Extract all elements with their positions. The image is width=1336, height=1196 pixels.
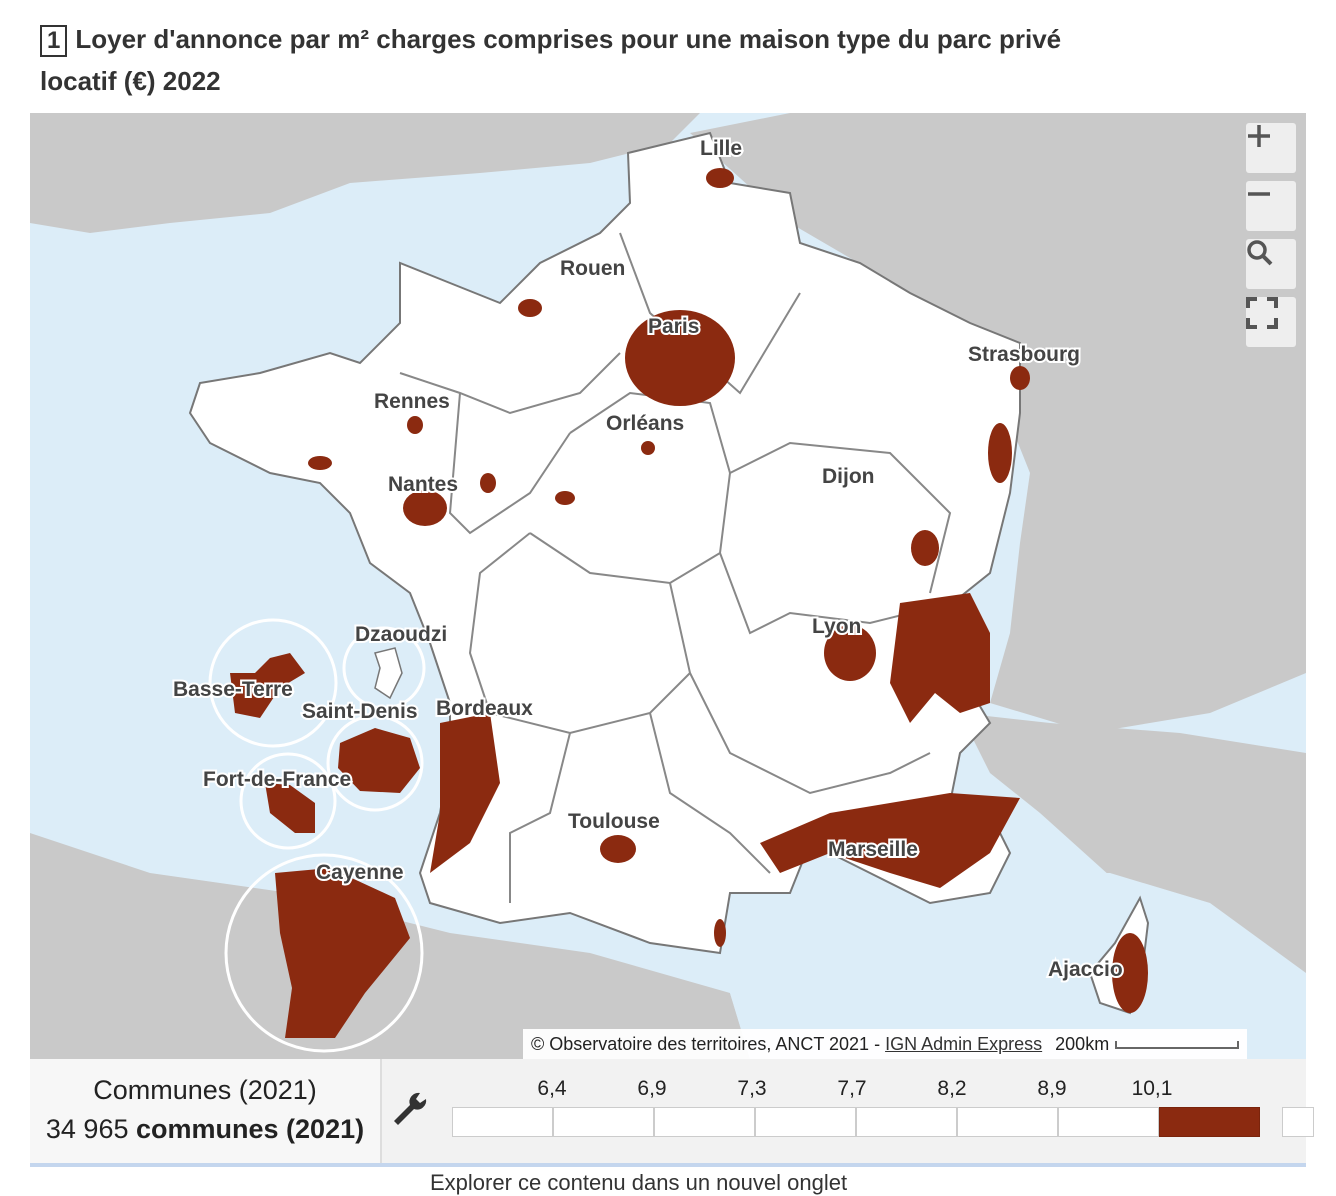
- title-text: Loyer d'annonce par m² charges comprises…: [40, 24, 1062, 96]
- divider: [30, 1163, 1306, 1167]
- france-mainland: [188, 131, 1021, 955]
- legend-tick: 7,7: [837, 1077, 867, 1100]
- uk-land: [30, 113, 700, 233]
- wrench-icon[interactable]: [390, 1089, 430, 1129]
- ign-admin-express-link[interactable]: IGN Admin Express: [885, 1034, 1043, 1054]
- legend-tick: 10,1: [1131, 1077, 1173, 1100]
- city-label-lille: Lille: [700, 137, 742, 160]
- city-label-marseille: Marseille: [828, 838, 918, 861]
- city-label-toulouse: Toulouse: [568, 810, 660, 833]
- legend-tick: 8,9: [1037, 1077, 1067, 1100]
- legend-tick: 7,3: [737, 1077, 767, 1100]
- guadeloupe: [230, 653, 305, 718]
- city-label-cayenne: Cayenne: [316, 861, 404, 884]
- legend-bins: [452, 1107, 1260, 1137]
- fullscreen-button[interactable]: [1246, 297, 1296, 347]
- mediterranean-sea: [730, 873, 1306, 1059]
- minus-icon: [1248, 192, 1270, 196]
- legend-tick: 8,2: [937, 1077, 967, 1100]
- commune-count: 34 965 communes (2021): [30, 1114, 380, 1145]
- city-label-nantes: Nantes: [388, 473, 458, 496]
- city-labels: Lille Rouen Paris Strasbourg Rennes Orlé…: [171, 135, 1125, 983]
- city-label-paris: Paris: [648, 315, 699, 338]
- legend-summary: Communes (2021) 34 965 communes (2021): [30, 1059, 382, 1165]
- legend-bin[interactable]: [654, 1107, 755, 1137]
- legend-bin[interactable]: [755, 1107, 856, 1137]
- legend-bin[interactable]: [1058, 1107, 1159, 1137]
- zoom-out-button[interactable]: [1246, 181, 1296, 231]
- city-label-basse-terre: Basse-Terre: [173, 678, 293, 701]
- zoom-in-button[interactable]: [1246, 123, 1296, 173]
- city-label-saint-denis: Saint-Denis: [302, 700, 418, 723]
- legend-bin-highlighted[interactable]: [1159, 1107, 1260, 1137]
- legend-panel: Communes (2021) 34 965 communes (2021) 6…: [30, 1059, 1314, 1165]
- overseas-insets: [208, 618, 426, 1053]
- figure-number: 1: [40, 25, 68, 57]
- map-svg: Lille Rouen Paris Strasbourg Rennes Orlé…: [30, 113, 1306, 1059]
- reunion: [338, 728, 420, 793]
- neighbor-countries-east: [690, 113, 1306, 733]
- map-attribution: © Observatoire des territoires, ANCT 202…: [523, 1029, 1248, 1059]
- legend-bin[interactable]: [452, 1107, 553, 1137]
- city-label-bordeaux: Bordeaux: [436, 697, 533, 720]
- legend-bin[interactable]: [957, 1107, 1058, 1137]
- count-label: communes (2021): [136, 1114, 365, 1144]
- martinique: [265, 783, 315, 833]
- legend-bin[interactable]: [1282, 1107, 1314, 1137]
- search-button[interactable]: [1246, 239, 1296, 289]
- legend-tick: 6,4: [537, 1077, 567, 1100]
- plus-icon: [1248, 125, 1270, 147]
- city-label-rennes: Rennes: [374, 390, 450, 413]
- city-label-dijon: Dijon: [822, 465, 875, 488]
- legend-tick: 6,9: [637, 1077, 667, 1100]
- guyane: [275, 868, 410, 1038]
- fullscreen-icon: [1246, 297, 1278, 329]
- city-label-orleans: Orléans: [606, 412, 684, 435]
- city-label-fort-de-france: Fort-de-France: [203, 768, 351, 791]
- legend-bin[interactable]: [553, 1107, 654, 1137]
- chart-title: 1 Loyer d'annonce par m² charges comprise…: [40, 18, 1140, 102]
- map-canvas[interactable]: Lille Rouen Paris Strasbourg Rennes Orlé…: [30, 113, 1306, 1059]
- city-label-dzaoudzi: Dzaoudzi: [355, 623, 447, 646]
- city-label-strasbourg: Strasbourg: [968, 343, 1080, 366]
- attribution-text: © Observatoire des territoires, ANCT 202…: [531, 1034, 886, 1054]
- mayotte: [374, 647, 403, 700]
- search-icon: [1247, 240, 1273, 266]
- high-rent-zones: [308, 168, 1148, 1013]
- city-label-rouen: Rouen: [560, 257, 625, 280]
- scale-label: 200km: [1055, 1034, 1110, 1054]
- legend-bin[interactable]: [856, 1107, 957, 1137]
- scale-bar: [1115, 1041, 1240, 1050]
- count-number: 34 965: [45, 1114, 129, 1144]
- city-label-ajaccio: Ajaccio: [1048, 958, 1123, 981]
- explore-new-tab-link[interactable]: Explorer ce contenu dans un nouvel ongle…: [430, 1170, 848, 1195]
- city-label-lyon: Lyon: [812, 615, 861, 638]
- unit-label: Communes (2021): [93, 1075, 317, 1105]
